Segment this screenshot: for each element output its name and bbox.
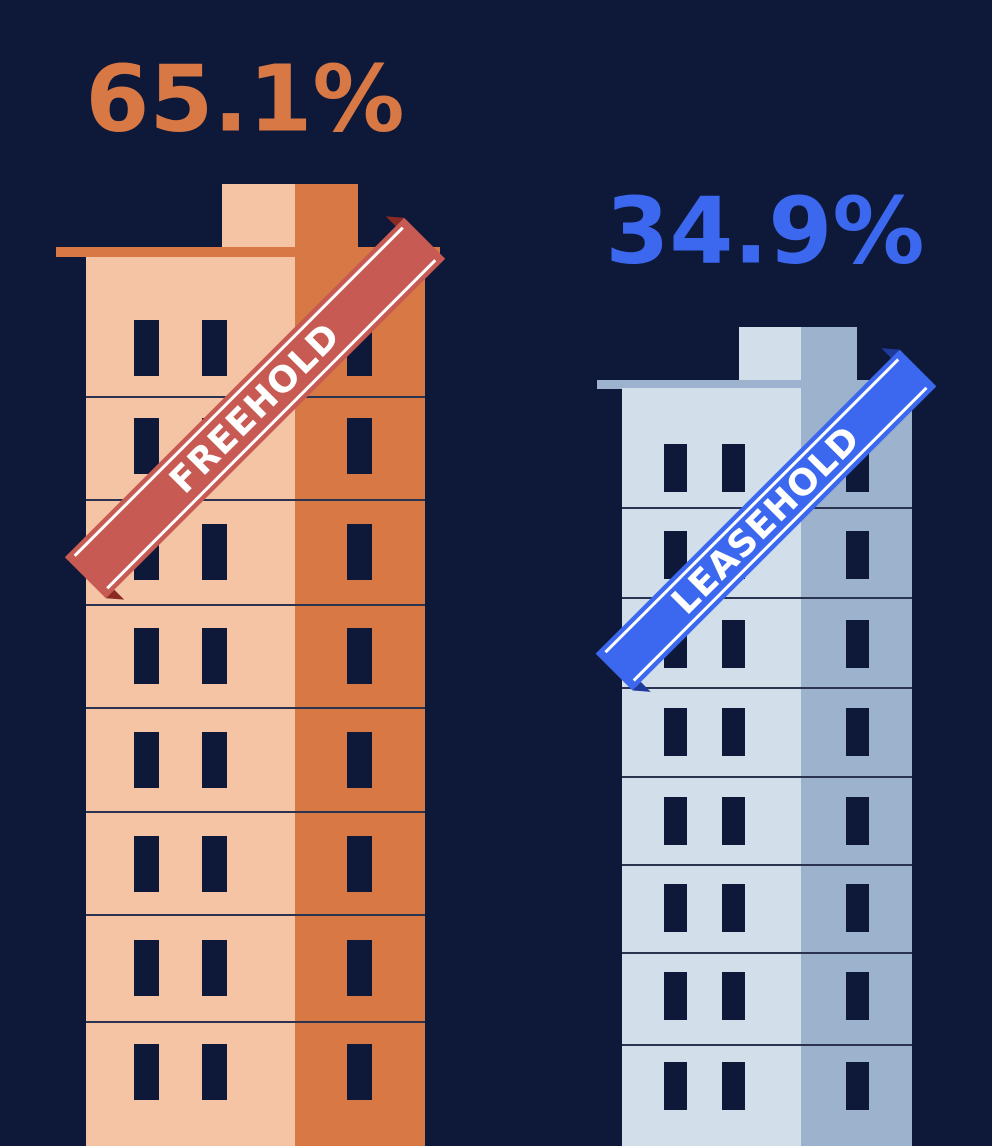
window xyxy=(722,972,745,1020)
chimney xyxy=(222,184,295,250)
window xyxy=(664,708,687,756)
window xyxy=(202,524,227,580)
window xyxy=(664,1062,687,1110)
window xyxy=(347,732,372,788)
chimney xyxy=(739,327,801,384)
chimney xyxy=(801,327,857,384)
ribbon-fold xyxy=(105,589,125,600)
window xyxy=(134,836,159,892)
window xyxy=(664,884,687,932)
building-face xyxy=(295,257,425,1146)
window xyxy=(846,1062,869,1110)
window xyxy=(722,708,745,756)
window xyxy=(846,972,869,1020)
window xyxy=(134,628,159,684)
window xyxy=(347,940,372,996)
ribbon-stripe xyxy=(106,259,437,590)
window xyxy=(846,620,869,668)
ribbon-band xyxy=(595,349,937,691)
window xyxy=(347,418,372,474)
window xyxy=(722,444,745,492)
window xyxy=(347,628,372,684)
window xyxy=(134,732,159,788)
ribbon-band xyxy=(64,217,446,599)
window xyxy=(846,531,869,579)
window xyxy=(202,628,227,684)
window xyxy=(202,732,227,788)
roof-ledge xyxy=(56,247,440,257)
window xyxy=(846,708,869,756)
window xyxy=(722,620,745,668)
window xyxy=(846,884,869,932)
ribbon-fold xyxy=(632,681,651,692)
percentage: 65.1% xyxy=(85,45,404,152)
window xyxy=(134,320,159,376)
window xyxy=(722,797,745,845)
window xyxy=(664,972,687,1020)
window xyxy=(347,1044,372,1100)
window xyxy=(664,444,687,492)
window xyxy=(846,797,869,845)
percentage: 34.9% xyxy=(605,177,924,284)
window xyxy=(202,836,227,892)
window xyxy=(134,1044,159,1100)
window xyxy=(134,940,159,996)
roof-ledge xyxy=(597,380,927,389)
window xyxy=(664,797,687,845)
window xyxy=(664,531,687,579)
chimney xyxy=(295,184,358,250)
window xyxy=(722,884,745,932)
ribbon-fold xyxy=(385,216,405,227)
window xyxy=(347,836,372,892)
ribbon-fold xyxy=(881,348,900,359)
ribbon-stripe xyxy=(604,358,900,654)
window xyxy=(722,1062,745,1110)
window xyxy=(202,1044,227,1100)
window xyxy=(134,418,159,474)
ribbon-stripe xyxy=(632,386,928,682)
ribbon-stripe xyxy=(73,226,404,557)
window xyxy=(202,940,227,996)
window xyxy=(202,320,227,376)
window xyxy=(347,524,372,580)
